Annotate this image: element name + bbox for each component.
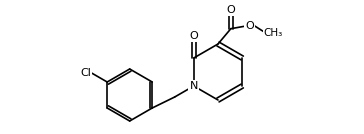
Text: O: O (189, 31, 198, 41)
Text: O: O (226, 5, 235, 15)
Text: O: O (245, 21, 254, 31)
Text: N: N (190, 81, 198, 91)
Text: Cl: Cl (80, 68, 91, 78)
Text: CH₃: CH₃ (264, 28, 283, 38)
